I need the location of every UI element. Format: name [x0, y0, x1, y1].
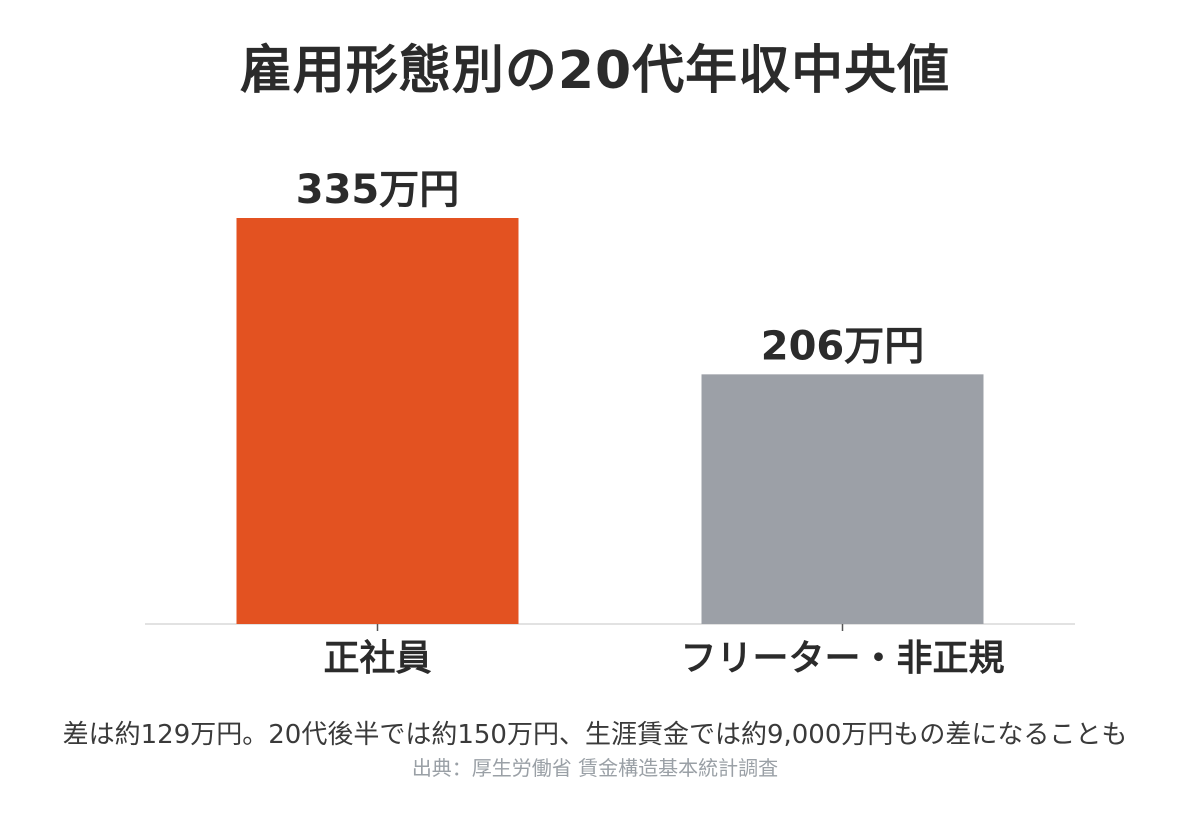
chart-note: 差は約129万円。20代後半では約150万円、生涯賃金では約9,000万円もの差… [62, 720, 1128, 750]
x-tick-label: 正社員 [323, 638, 431, 679]
bar-regular [236, 218, 519, 624]
chart-title: 雇用形態別の20代年収中央値 [239, 41, 951, 101]
bar-value-label: 335万円 [296, 167, 460, 213]
chart-source: 出典：厚生労働省 賃金構造基本統計調査 [411, 756, 779, 780]
x-tick-label: フリーター・非正規 [680, 638, 1004, 679]
bar-value-label: 206万円 [761, 323, 925, 369]
bar-non-regular [701, 374, 984, 624]
